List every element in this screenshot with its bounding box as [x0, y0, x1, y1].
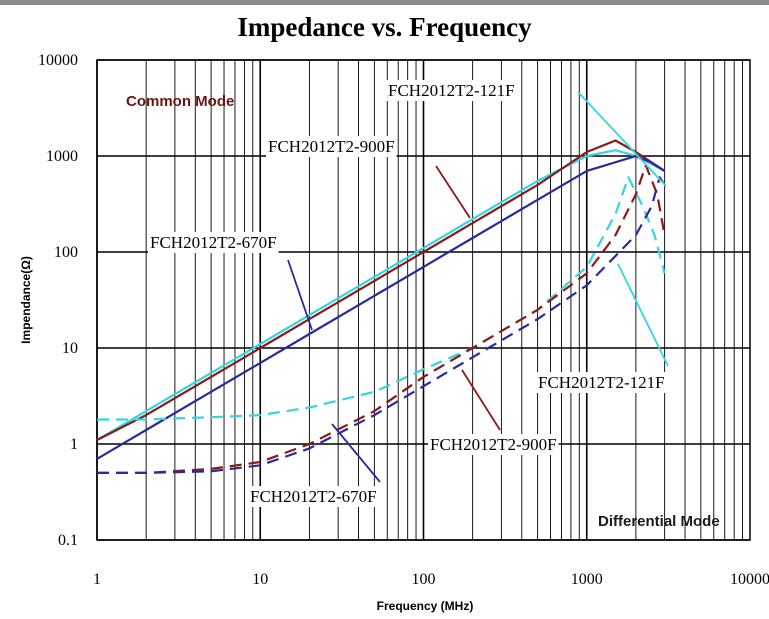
callout-label: FCH2012T2-900F — [430, 435, 557, 454]
callout-label: FCH2012T2-670F — [250, 487, 377, 506]
callout-label: FCH2012T2-900F — [268, 137, 395, 156]
grid — [96, 59, 751, 541]
y-tick-label: 100 — [54, 244, 78, 261]
x-axis-label: Frequency (MHz) — [377, 599, 474, 613]
callout-label: FCH2012T2-121F — [388, 81, 515, 100]
y-tick-label: 0.1 — [58, 532, 78, 549]
callout-leader — [331, 423, 381, 483]
callout-leader — [461, 369, 501, 431]
series-line — [96, 149, 666, 441]
y-tick-label: 10000 — [38, 52, 78, 69]
top-border — [0, 0, 769, 5]
x-tick-label: 10000 — [730, 571, 769, 588]
y-tick-label: 10 — [62, 340, 78, 357]
y-tick-label: 1000 — [46, 148, 78, 165]
series-line — [96, 154, 666, 460]
callout-label: FCH2012T2-670F — [150, 233, 277, 252]
chart-title: Impedance vs. Frequency — [237, 12, 532, 42]
series-lines — [96, 139, 666, 474]
x-tick-label: 100 — [412, 571, 436, 588]
series-line — [97, 176, 666, 474]
callout-leader — [617, 263, 669, 367]
y-axis-label: Impendance(Ω) — [19, 256, 33, 344]
callout-bg — [266, 136, 397, 157]
x-tick-label: 1000 — [571, 571, 603, 588]
callout-leader — [435, 165, 471, 219]
callout-bg — [248, 486, 379, 507]
x-tick-label: 10 — [252, 571, 268, 588]
callout-label: FCH2012T2-121F — [538, 373, 665, 392]
x-tick-label: 1 — [93, 571, 101, 588]
callout-bg — [536, 372, 667, 393]
y-tick-label: 1 — [70, 436, 78, 453]
callout-bg — [428, 434, 559, 455]
series-line — [97, 164, 666, 474]
series-line — [96, 139, 666, 441]
differential-mode-label: Differential Mode — [598, 513, 720, 530]
callouts: FCH2012T2-121F FCH2012T2-900F FCH2012T2-67… — [148, 80, 669, 507]
callout-leader — [577, 91, 667, 187]
callout-bg — [386, 80, 517, 101]
tick-labels: 1 10 100 1000 10000 10000 1000 100 10 1 0.1 — [38, 52, 769, 588]
callout-bg — [148, 232, 279, 253]
callout-leader — [287, 259, 313, 331]
common-mode-label: Common Mode — [126, 93, 234, 110]
